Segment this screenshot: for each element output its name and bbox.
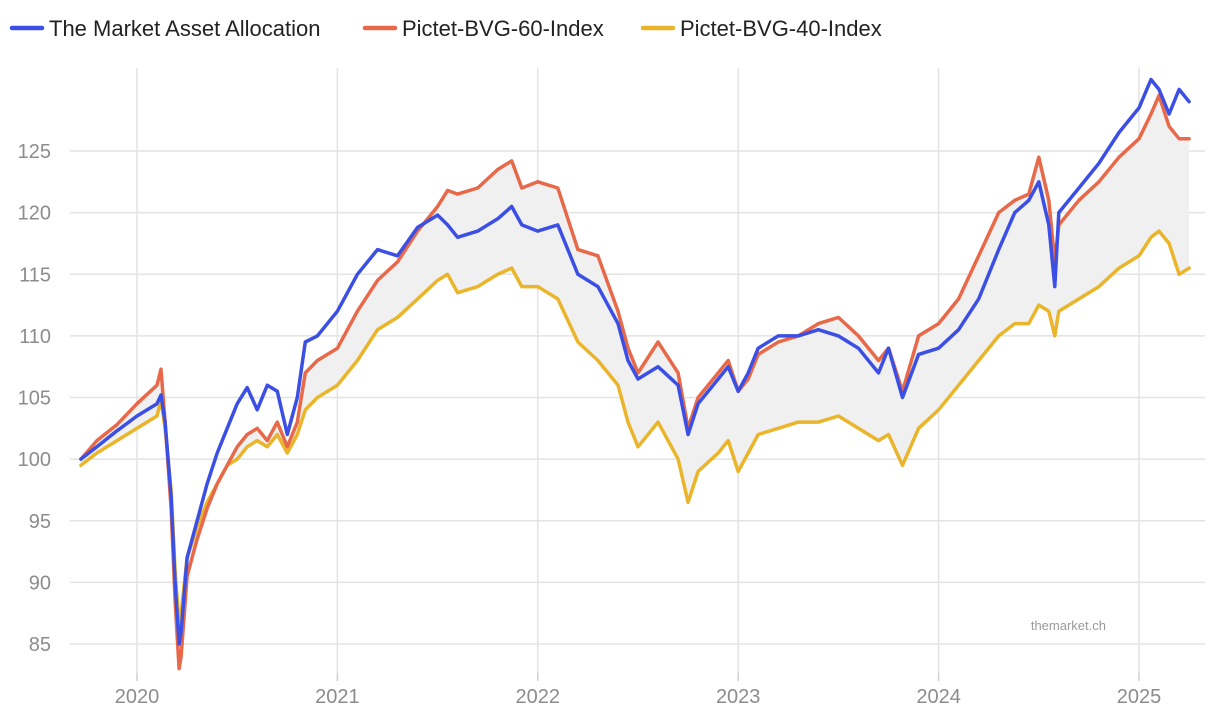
y-tick-label: 125 — [18, 141, 51, 163]
y-tick-label: 85 — [29, 634, 51, 656]
y-tick-label: 120 — [18, 203, 51, 225]
x-tick-label: 2025 — [1117, 686, 1162, 708]
legend-label: Pictet-BVG-40-Index — [680, 16, 882, 41]
y-tick-label: 110 — [19, 326, 51, 348]
y-axis: 85 90 95 100 105 110 115 120 125 — [18, 141, 51, 656]
y-tick-label: 115 — [19, 264, 51, 286]
x-tick-label: 2020 — [115, 686, 160, 708]
legend-label: The Market Asset Allocation — [49, 16, 320, 41]
legend: The Market Asset Allocation Pictet-BVG-60… — [9, 16, 882, 41]
x-tick-label: 2022 — [516, 686, 561, 708]
y-tick-label: 90 — [29, 572, 51, 594]
series-lines — [79, 77, 1191, 671]
series-line-the-market-asset-allocation — [79, 77, 1191, 646]
x-tick-label: 2023 — [716, 686, 761, 708]
x-tick-label: 2021 — [315, 686, 360, 708]
band-60-40-spread — [80, 95, 1190, 669]
series-line-pictet-bvg-60-index — [79, 93, 1191, 671]
x-tick-label: 2024 — [916, 686, 961, 708]
y-tick-label: 100 — [18, 449, 51, 471]
y-tick-label: 105 — [18, 388, 51, 410]
legend-label: Pictet-BVG-60-Index — [402, 16, 604, 41]
y-tick-label: 95 — [29, 511, 51, 533]
watermark: themarket.ch — [1031, 618, 1106, 633]
x-axis: 2020 2021 2022 2023 2024 2025 — [115, 673, 1162, 708]
